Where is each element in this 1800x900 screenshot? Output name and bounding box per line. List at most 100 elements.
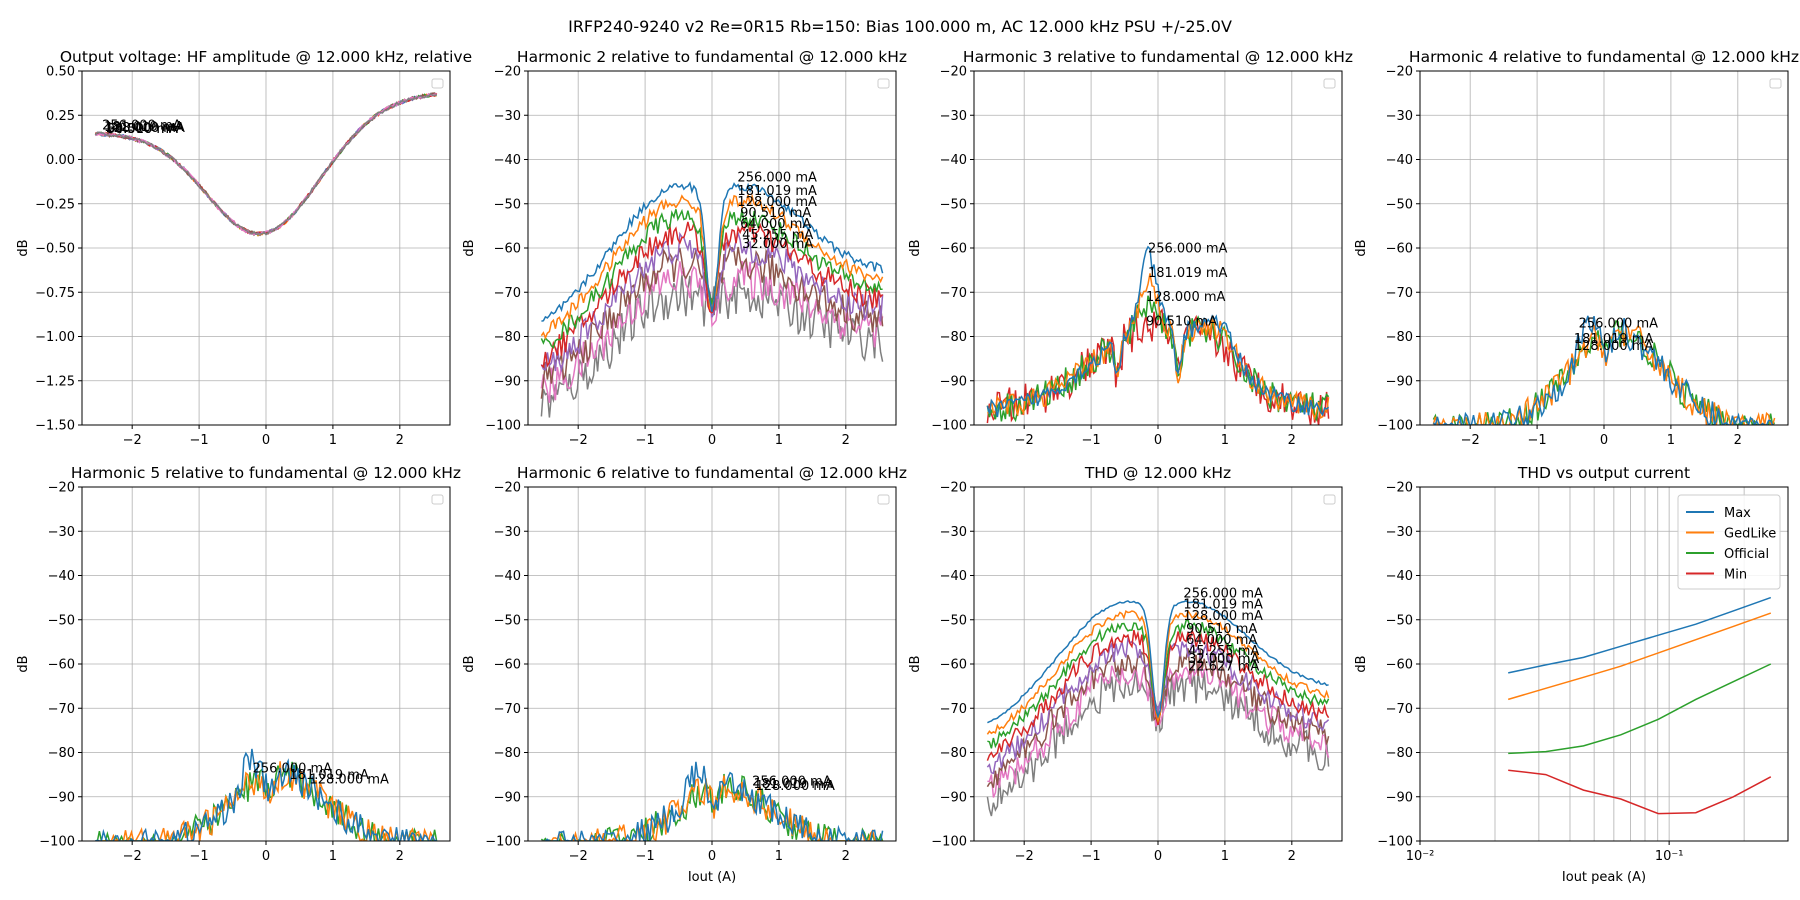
tick-labels: −100 −90 −80 −70 −60 −50 −40 −30 −20 10⁻² 10⁻¹ — [1377, 481, 1683, 865]
series-line-bias-4 — [540, 220, 884, 369]
x-tick-label: −2 — [1461, 433, 1480, 448]
y-tick-label: −40 — [494, 569, 521, 584]
y-tick-label: 0.00 — [46, 153, 75, 168]
y-tick-label: 0.25 — [46, 109, 75, 124]
y-tick-label: −30 — [940, 109, 967, 124]
x-axis-label: Iout (A) — [688, 870, 736, 885]
series-line-bias-1 — [986, 245, 1330, 418]
annotation-label: 128.000 mA — [105, 121, 185, 136]
x-tick-label: −1 — [636, 433, 655, 448]
x-tick-label: 2 — [842, 849, 850, 864]
chart-title: THD vs output current — [1517, 464, 1690, 482]
series-group — [1432, 315, 1776, 425]
y-tick-label: −90 — [494, 790, 521, 805]
grid — [974, 486, 1342, 842]
y-tick-label: −80 — [940, 746, 967, 761]
grid — [82, 70, 450, 426]
series-group — [1507, 596, 1772, 815]
x-tick-label: 10⁻² — [1406, 849, 1435, 864]
series-line-bias-2 — [986, 609, 1330, 735]
annotation-label: 32.000 mA — [1188, 652, 1259, 667]
y-axis-label: dB — [16, 655, 31, 672]
chart-title: Output voltage: HF amplitude @ 12.000 kH… — [60, 48, 472, 66]
y-tick-label: −0.75 — [35, 286, 75, 301]
annotation-label: 32.000 mA — [742, 237, 813, 252]
annotation-label: 181.019 mA — [753, 777, 833, 792]
y-tick-label: −90 — [1386, 790, 1413, 805]
y-tick-label: −80 — [48, 746, 75, 761]
series-group — [95, 748, 438, 841]
x-tick-label: 0 — [708, 849, 716, 864]
y-tick-label: −60 — [940, 242, 967, 257]
y-tick-label: −20 — [1386, 481, 1413, 496]
y-tick-label: −1.00 — [35, 330, 75, 345]
y-tick-label: −60 — [494, 658, 521, 673]
chart-title: THD @ 12.000 kHz — [1084, 464, 1231, 482]
legend: Max GedLike Official Min — [1677, 494, 1781, 590]
x-tick-label: −1 — [190, 849, 209, 864]
legend-box-empty — [1323, 78, 1336, 89]
x-tick-label: −1 — [1528, 433, 1547, 448]
x-tick-label: −1 — [1082, 849, 1101, 864]
y-tick-label: −20 — [940, 481, 967, 496]
series-line-bias-7 — [540, 258, 884, 403]
y-tick-label: −40 — [940, 153, 967, 168]
y-tick-label: −90 — [494, 374, 521, 389]
legend-entry: Min — [1724, 568, 1747, 583]
y-axis-label: dB — [462, 655, 477, 672]
y-tick-label: −40 — [48, 569, 75, 584]
y-tick-label: −100 — [1377, 419, 1413, 434]
y-tick-label: −20 — [48, 481, 75, 496]
x-tick-label: 1 — [1221, 849, 1229, 864]
y-tick-label: −70 — [940, 702, 967, 717]
y-axis-label: dB — [462, 239, 477, 256]
chart-title: Harmonic 3 relative to fundamental @ 12.… — [963, 48, 1353, 66]
series-line-min — [1508, 769, 1772, 815]
x-tick-label: 1 — [1221, 433, 1229, 448]
y-tick-label: −50 — [940, 197, 967, 212]
x-tick-label: 0 — [1154, 433, 1162, 448]
series-line-bias-3 — [540, 208, 883, 349]
annotation-label: 128.000 mA — [737, 195, 817, 210]
series-line-bias-1 — [541, 761, 884, 841]
legend-box-empty — [431, 494, 444, 505]
x-tick-label: 1 — [329, 433, 337, 448]
y-tick-label: −30 — [1386, 109, 1413, 124]
y-tick-label: 0.50 — [46, 65, 75, 80]
x-tick-label: 1 — [775, 849, 783, 864]
series-line-gedlike — [1507, 612, 1772, 701]
annotation-label: 64.000 mA — [1186, 633, 1257, 648]
y-tick-label: −20 — [1386, 65, 1413, 80]
series-line-bias-5 — [986, 636, 1330, 775]
y-tick-label: −70 — [494, 286, 521, 301]
series-line-bias-4 — [986, 628, 1330, 761]
annotation-label: 128.000 mA — [1183, 609, 1263, 624]
y-tick-label: −30 — [1386, 525, 1413, 540]
tick-labels: −100 −90 −80 −70 −60 −50 −40 −30 −20 −2 −1 0 1 2 — [39, 481, 404, 865]
series-group — [986, 245, 1330, 425]
x-tick-label: 10⁻¹ — [1655, 849, 1684, 864]
tick-labels: −100 −90 −80 −70 −60 −50 −40 −30 −20 −2 −1 0 1 2 — [931, 65, 1296, 449]
x-tick-label: −2 — [123, 433, 142, 448]
annotation-label: 256.000 mA — [253, 761, 333, 776]
y-tick-label: −80 — [1386, 330, 1413, 345]
annotation-label: 128.000 mA — [1146, 290, 1226, 305]
legend-box-empty — [1323, 494, 1336, 505]
x-tick-label: 2 — [396, 849, 404, 864]
y-tick-label: −40 — [494, 153, 521, 168]
x-tick-label: 1 — [1667, 433, 1675, 448]
annotation-label: 90.510 mA — [740, 206, 811, 221]
y-tick-label: −100 — [39, 835, 75, 850]
y-tick-label: −0.25 — [35, 197, 75, 212]
y-tick-label: −1.25 — [35, 374, 75, 389]
y-tick-label: −90 — [940, 790, 967, 805]
annotation-label: 181.019 mA — [104, 120, 184, 135]
chart-title: Harmonic 4 relative to fundamental @ 12.… — [1409, 48, 1799, 66]
y-tick-label: −90 — [48, 790, 75, 805]
y-tick-label: −100 — [931, 419, 967, 434]
legend-box — [1677, 494, 1781, 590]
series-line-bias-1 — [1432, 315, 1775, 425]
x-tick-label: 0 — [262, 433, 270, 448]
